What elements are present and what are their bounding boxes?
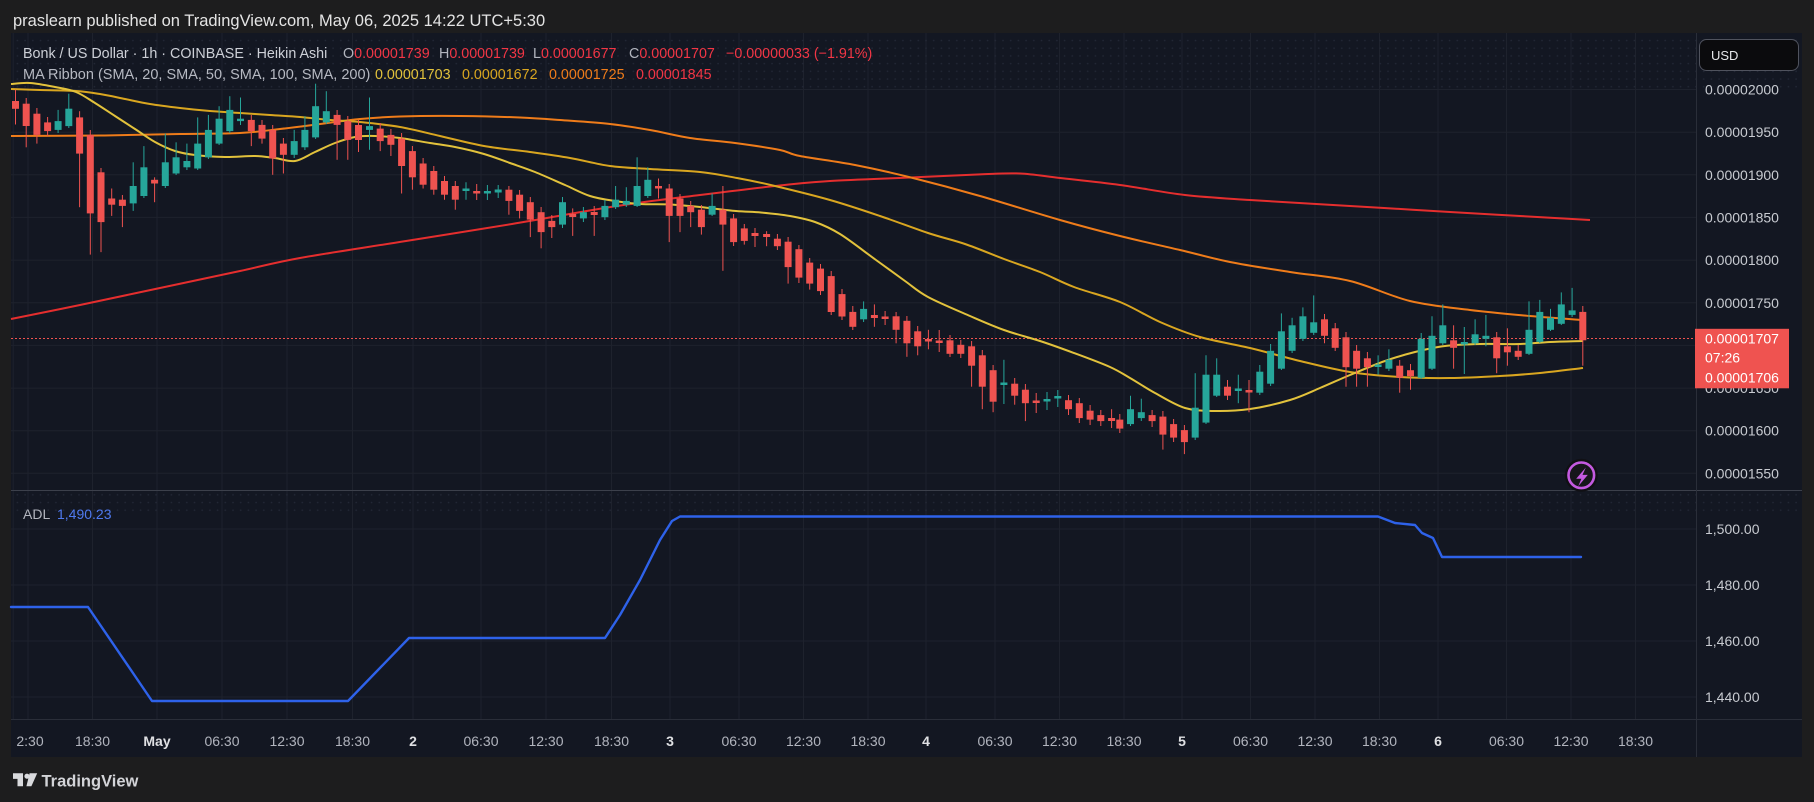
svg-text:0.00001725: 0.00001725: [549, 67, 625, 83]
svg-text:H0.00001739: H0.00001739: [439, 46, 525, 62]
svg-text:4: 4: [922, 733, 930, 749]
svg-text:May: May: [143, 733, 170, 749]
svg-text:1,440.00: 1,440.00: [1705, 689, 1760, 705]
svg-text:2: 2: [409, 733, 417, 749]
svg-text:18:30: 18:30: [594, 733, 629, 749]
svg-text:06:30: 06:30: [204, 733, 239, 749]
svg-text:1,480.00: 1,480.00: [1705, 577, 1760, 593]
svg-text:0.00001706: 0.00001706: [1705, 370, 1779, 386]
svg-text:07:26: 07:26: [1705, 350, 1740, 366]
svg-text:1,460.00: 1,460.00: [1705, 633, 1760, 649]
svg-text:−0.00000033 (−1.91%): −0.00000033 (−1.91%): [726, 46, 872, 62]
svg-text:ADL: ADL: [23, 506, 50, 522]
svg-text:18:30: 18:30: [75, 733, 110, 749]
svg-text:0.00001950: 0.00001950: [1705, 124, 1779, 140]
svg-text:5: 5: [1178, 733, 1186, 749]
svg-text:USD: USD: [1711, 48, 1738, 63]
svg-text:0.00001845: 0.00001845: [636, 67, 712, 83]
svg-text:0.00002000: 0.00002000: [1705, 82, 1779, 98]
svg-text:O0.00001739: O0.00001739: [343, 46, 430, 62]
svg-text:0.00001850: 0.00001850: [1705, 209, 1779, 225]
svg-text:12:30: 12:30: [528, 733, 563, 749]
svg-text:06:30: 06:30: [463, 733, 498, 749]
svg-text:0.00001707: 0.00001707: [1705, 331, 1779, 347]
svg-text:0.00001900: 0.00001900: [1705, 167, 1779, 183]
svg-text:0.00001703: 0.00001703: [375, 67, 451, 83]
svg-text:3: 3: [666, 733, 674, 749]
svg-text:C0.00001707: C0.00001707: [629, 46, 715, 62]
svg-text:L0.00001677: L0.00001677: [533, 46, 617, 62]
svg-text:18:30: 18:30: [335, 733, 370, 749]
svg-text:18:30: 18:30: [1106, 733, 1141, 749]
svg-text:0.00001750: 0.00001750: [1705, 295, 1779, 311]
svg-text:MA Ribbon (SMA, 20, SMA, 50, S: MA Ribbon (SMA, 20, SMA, 50, SMA, 100, S…: [23, 67, 370, 83]
svg-text:18:30: 18:30: [1618, 733, 1653, 749]
svg-text:18:30: 18:30: [850, 733, 885, 749]
svg-text:12:30: 12:30: [269, 733, 304, 749]
svg-text:0.00001550: 0.00001550: [1705, 465, 1779, 481]
svg-text:TradingView: TradingView: [42, 773, 139, 791]
svg-text:12:30: 12:30: [1297, 733, 1332, 749]
svg-text:12:30: 12:30: [786, 733, 821, 749]
svg-text:praslearn published on Trading: praslearn published on TradingView.com, …: [13, 12, 545, 30]
svg-text:06:30: 06:30: [977, 733, 1012, 749]
svg-text:Bonk / US Dollar · 1h · COINBA: Bonk / US Dollar · 1h · COINBASE · Heiki…: [23, 46, 327, 62]
svg-text:0.00001600: 0.00001600: [1705, 423, 1779, 439]
svg-text:12:30: 12:30: [1042, 733, 1077, 749]
svg-text:06:30: 06:30: [1489, 733, 1524, 749]
svg-text:0.00001672: 0.00001672: [462, 67, 538, 83]
svg-text:6: 6: [1434, 733, 1442, 749]
svg-text:12:30: 12:30: [1553, 733, 1588, 749]
svg-text:2:30: 2:30: [16, 733, 43, 749]
svg-text:1,490.23: 1,490.23: [57, 506, 112, 522]
svg-text:06:30: 06:30: [1233, 733, 1268, 749]
svg-text:18:30: 18:30: [1362, 733, 1397, 749]
svg-text:1,500.00: 1,500.00: [1705, 521, 1760, 537]
svg-text:0.00001800: 0.00001800: [1705, 252, 1779, 268]
svg-text:06:30: 06:30: [721, 733, 756, 749]
